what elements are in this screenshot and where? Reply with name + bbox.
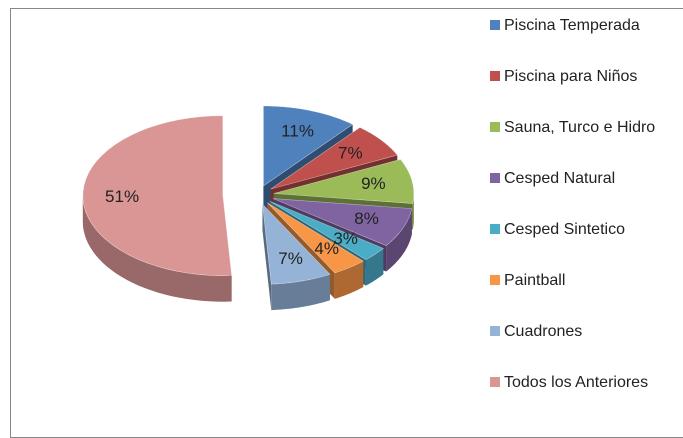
data-label: 11%: [281, 121, 314, 140]
slice-side: [262, 204, 272, 311]
legend-swatch: [490, 377, 500, 387]
slice: [273, 159, 415, 204]
legend-item: Paintball: [490, 269, 680, 293]
slice: [270, 127, 398, 190]
data-label: 51%: [105, 187, 139, 206]
data-label: 7%: [338, 143, 363, 162]
chart: 11% 7% 9% 8%3%4% 7% 51%: [82, 105, 415, 311]
slice-side: [365, 248, 384, 286]
legend-swatch: [490, 224, 500, 234]
legend-swatch: [490, 20, 500, 30]
slice: [269, 201, 384, 261]
data-label: 4%: [314, 239, 339, 258]
slice-side: [82, 195, 232, 302]
legend-label: Todos los Anteriores: [504, 374, 649, 391]
legend-item: Todos los Anteriores: [490, 371, 680, 395]
data-label: 9%: [361, 174, 386, 193]
data-label: 3%: [333, 229, 358, 248]
legend-item: Cesped Natural: [490, 167, 680, 191]
legend-swatch: [490, 275, 500, 285]
legend-label: Piscina para Niños: [504, 68, 638, 85]
legend-label: Paintball: [504, 272, 566, 289]
legend-item: Sauna, Turco e Hidro: [490, 116, 680, 140]
legend-item: Piscina Temperada: [490, 14, 680, 38]
slice: [82, 115, 232, 277]
legend-swatch: [490, 326, 500, 336]
data-label: 7%: [278, 249, 303, 268]
slice: [272, 198, 413, 246]
legend-swatch: [490, 173, 500, 183]
slice: [267, 202, 364, 274]
slice-side: [386, 208, 412, 272]
legend-label: Sauna, Turco e Hidro: [504, 119, 656, 136]
slice: [262, 203, 331, 285]
legend-label: Cesped Natural: [504, 170, 616, 187]
legend-item: Piscina para Niños: [490, 65, 680, 89]
legend-swatch: [490, 71, 500, 81]
legend-swatch: [490, 122, 500, 132]
legend-label: Cesped Sintetico: [504, 221, 625, 238]
legend-label: Piscina Temperada: [504, 17, 640, 34]
legend-label: Cuadrones: [504, 323, 583, 340]
data-label: 8%: [354, 209, 379, 228]
legend-item: Cuadrones: [490, 320, 680, 344]
legend-item: Cesped Sintetico: [490, 218, 680, 242]
slice: [263, 105, 354, 187]
page: {"chart_data": {"type": "pie", "categori…: [10, 8, 683, 438]
